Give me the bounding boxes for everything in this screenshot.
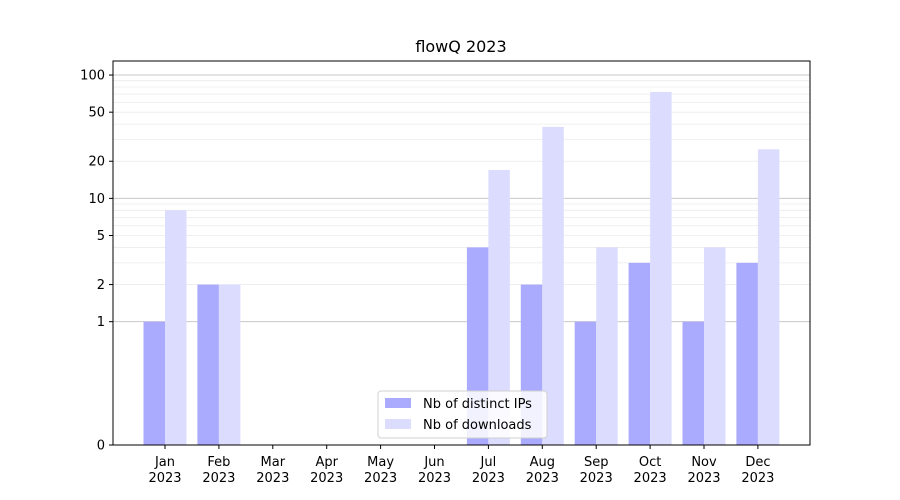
bar-downloads — [542, 126, 564, 446]
bar-ips — [736, 262, 758, 445]
bar-ips — [143, 321, 165, 445]
bar-downloads — [704, 247, 726, 445]
y-tick-label: 100 — [80, 69, 105, 84]
x-tick-label-month: Feb — [207, 455, 230, 470]
x-tick-label-year: 2023 — [634, 471, 667, 486]
x-tick-label-month: Jun — [423, 455, 444, 470]
legend-label: Nb of downloads — [423, 418, 532, 433]
x-tick-label-year: 2023 — [310, 471, 343, 486]
x-tick-label-month: Sep — [584, 455, 609, 470]
y-tick-label: 50 — [88, 106, 105, 121]
bar-downloads — [165, 210, 187, 445]
bar-ips — [682, 321, 704, 445]
x-tick-label-month: Oct — [639, 455, 661, 470]
legend-label: Nb of distinct IPs — [423, 397, 532, 412]
x-tick-label-month: Nov — [691, 455, 717, 470]
x-tick-label-year: 2023 — [256, 471, 289, 486]
y-tick-label: 20 — [88, 155, 105, 170]
x-axis: Jan2023Feb2023Mar2023Apr2023May2023Jun20… — [148, 445, 774, 486]
x-tick-label-year: 2023 — [741, 471, 774, 486]
bar-downloads — [650, 91, 672, 446]
bar-ips — [574, 321, 597, 445]
x-tick-label-month: Jul — [480, 455, 497, 470]
bar-downloads — [596, 247, 618, 445]
x-tick-label-year: 2023 — [580, 471, 613, 486]
grid — [113, 74, 810, 323]
x-tick-label-month: May — [367, 455, 394, 470]
bar-downloads — [757, 149, 780, 445]
bar-ips — [197, 284, 219, 445]
legend: Nb of distinct IPs Nb of downloads — [377, 390, 548, 439]
x-tick-label-year: 2023 — [148, 471, 181, 486]
x-tick-label-year: 2023 — [526, 471, 559, 486]
x-tick-label-month: Jan — [154, 455, 175, 470]
x-tick-label-month: Dec — [745, 455, 770, 470]
y-tick-label: 1 — [97, 315, 105, 330]
x-tick-label-month: Aug — [530, 455, 555, 470]
legend-swatch — [385, 398, 411, 408]
x-tick-label-year: 2023 — [687, 471, 720, 486]
x-tick-label-year: 2023 — [364, 471, 397, 486]
y-tick-label: 10 — [88, 192, 105, 207]
x-tick-label-month: Apr — [315, 455, 338, 470]
y-tick-label: 0 — [97, 439, 105, 454]
bar-downloads — [218, 284, 241, 445]
plot-frame — [112, 60, 811, 446]
x-tick-label-year: 2023 — [202, 471, 235, 486]
y-axis: 0 1 2 5 10 20 50 100 — [80, 69, 113, 454]
x-tick-label-month: Mar — [261, 455, 286, 470]
x-tick-label-year: 2023 — [472, 471, 505, 486]
bar-downloads — [488, 169, 510, 445]
y-tick-label: 5 — [97, 229, 105, 244]
legend-swatch — [385, 419, 411, 429]
legend-box — [377, 390, 548, 439]
bar-ips — [628, 262, 651, 445]
x-tick-label-year: 2023 — [418, 471, 451, 486]
chart-title: flowQ 2023 — [415, 37, 506, 56]
y-tick-label: 2 — [97, 278, 105, 293]
